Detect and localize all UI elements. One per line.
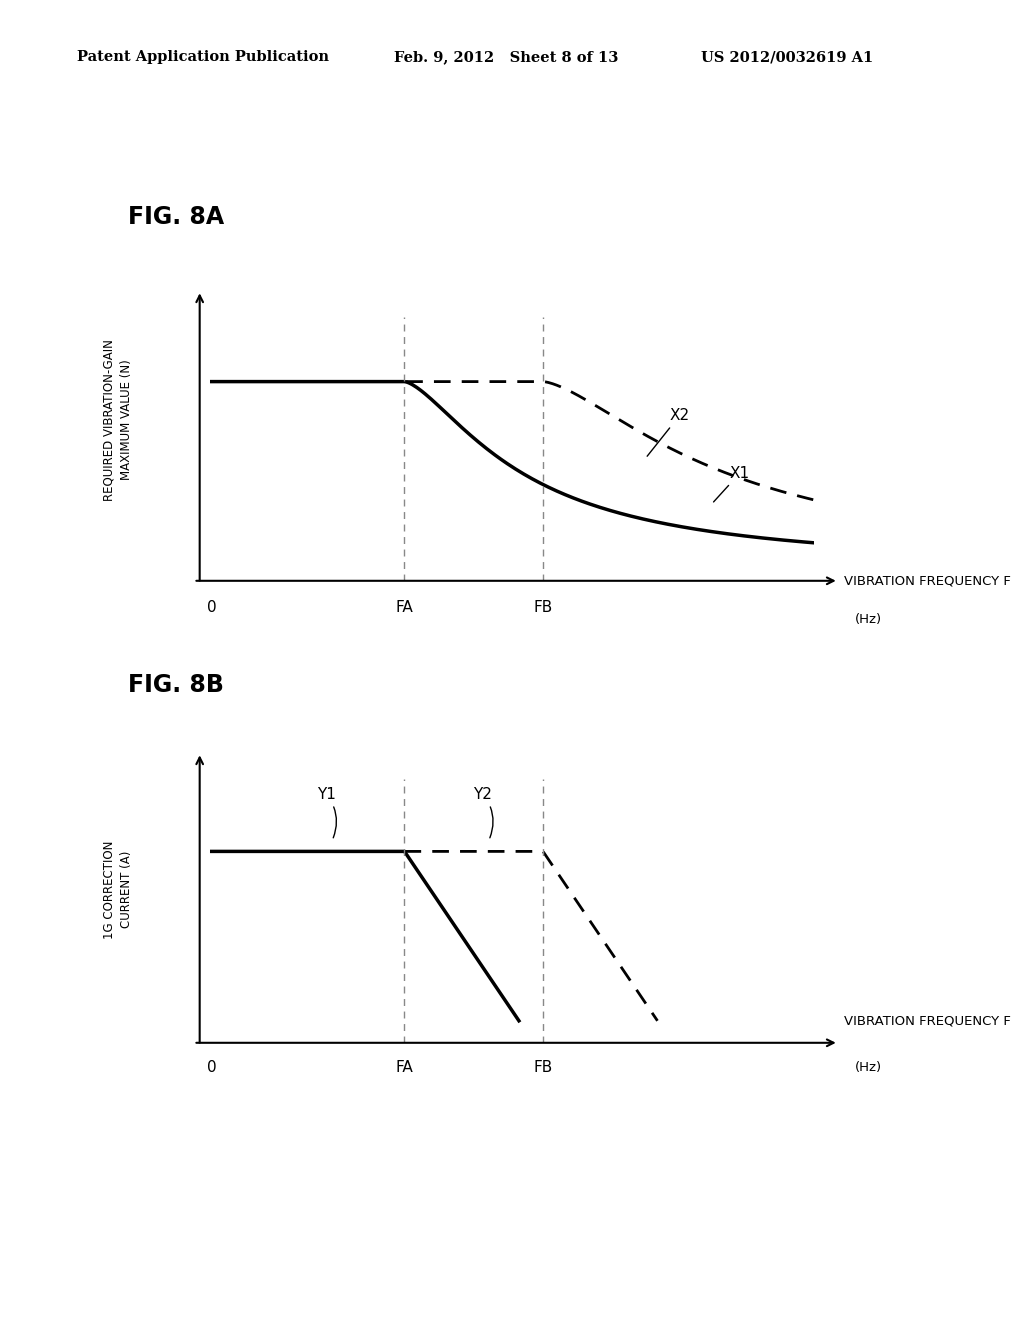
Text: 1G CORRECTION
CURRENT (A): 1G CORRECTION CURRENT (A): [102, 841, 133, 939]
Text: VIBRATION FREQUENCY F: VIBRATION FREQUENCY F: [844, 1014, 1011, 1027]
Text: FA: FA: [395, 601, 414, 615]
Text: US 2012/0032619 A1: US 2012/0032619 A1: [701, 50, 873, 65]
Text: FB: FB: [534, 601, 553, 615]
Text: FB: FB: [534, 1060, 553, 1076]
Text: REQUIRED VIBRATION-GAIN
MAXIMUM VALUE (N): REQUIRED VIBRATION-GAIN MAXIMUM VALUE (N…: [102, 339, 133, 500]
Text: VIBRATION FREQUENCY F: VIBRATION FREQUENCY F: [844, 574, 1011, 587]
Text: (Hz): (Hz): [855, 612, 882, 626]
Text: FIG. 8A: FIG. 8A: [128, 205, 224, 228]
Text: X1: X1: [714, 466, 750, 502]
Text: Y1: Y1: [316, 787, 337, 838]
Text: 0: 0: [207, 1060, 216, 1076]
Text: (Hz): (Hz): [855, 1060, 882, 1073]
Text: Patent Application Publication: Patent Application Publication: [77, 50, 329, 65]
Text: 0: 0: [207, 601, 216, 615]
Text: X2: X2: [647, 408, 689, 457]
Text: FIG. 8B: FIG. 8B: [128, 673, 224, 697]
Text: FA: FA: [395, 1060, 414, 1076]
Text: Y2: Y2: [473, 787, 494, 838]
Text: Feb. 9, 2012   Sheet 8 of 13: Feb. 9, 2012 Sheet 8 of 13: [394, 50, 618, 65]
